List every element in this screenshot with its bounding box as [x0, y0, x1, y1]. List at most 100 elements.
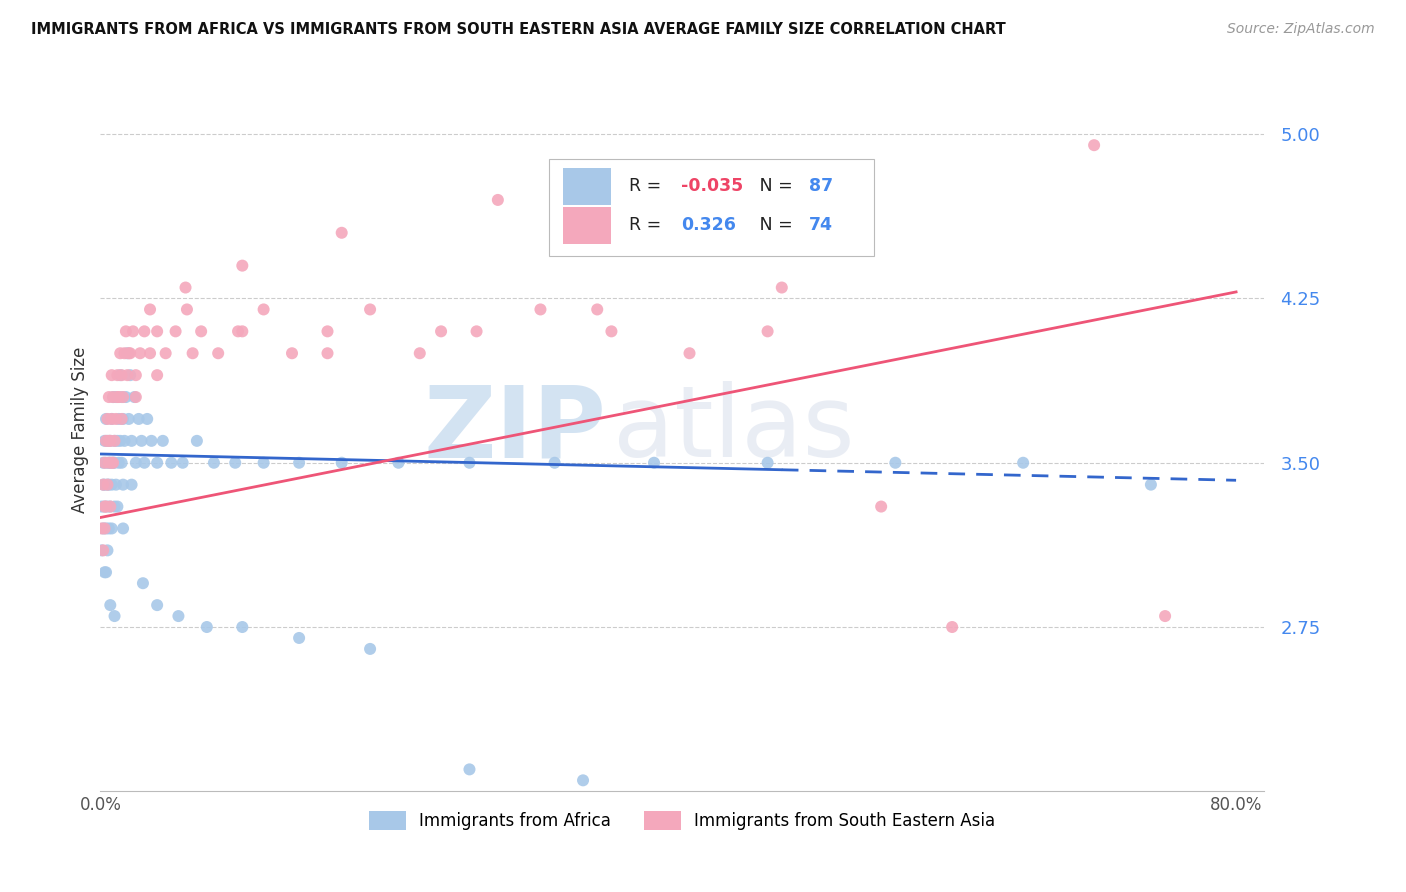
- Point: [1154, 609, 1177, 624]
- Point: [112, 477, 135, 491]
- Point: [226, 324, 249, 338]
- Point: [117, 368, 139, 383]
- Point: [93, 500, 115, 514]
- Point: [316, 324, 339, 338]
- Point: [100, 456, 122, 470]
- Point: [252, 456, 274, 470]
- Point: [98, 500, 121, 514]
- Point: [115, 390, 138, 404]
- Point: [97, 456, 120, 470]
- Point: [90, 500, 112, 514]
- Point: [93, 477, 115, 491]
- Point: [98, 434, 121, 448]
- Point: [110, 434, 132, 448]
- Point: [146, 598, 169, 612]
- Point: [115, 324, 138, 338]
- Point: [202, 456, 225, 470]
- Point: [91, 456, 114, 470]
- Point: [465, 324, 488, 338]
- Point: [600, 324, 623, 338]
- Point: [121, 434, 143, 448]
- Point: [100, 477, 122, 491]
- Point: [93, 456, 115, 470]
- Point: [93, 521, 115, 535]
- Point: [176, 302, 198, 317]
- Point: [543, 456, 565, 470]
- Point: [101, 390, 124, 404]
- Point: [94, 456, 117, 470]
- Point: [134, 324, 156, 338]
- Point: [870, 500, 893, 514]
- Point: [97, 456, 120, 470]
- Point: [172, 456, 194, 470]
- Point: [93, 500, 115, 514]
- Text: atlas: atlas: [613, 382, 855, 478]
- Point: [756, 324, 779, 338]
- Point: [134, 456, 156, 470]
- Point: [1012, 456, 1035, 470]
- Text: ZIP: ZIP: [423, 382, 607, 478]
- Point: [118, 412, 141, 426]
- Point: [90, 543, 112, 558]
- Point: [529, 302, 551, 317]
- Point: [105, 434, 128, 448]
- Point: [586, 302, 609, 317]
- Point: [96, 434, 118, 448]
- Point: [114, 346, 136, 360]
- Point: [125, 368, 148, 383]
- Point: [103, 456, 125, 470]
- Point: [129, 346, 152, 360]
- Text: IMMIGRANTS FROM AFRICA VS IMMIGRANTS FROM SOUTH EASTERN ASIA AVERAGE FAMILY SIZE: IMMIGRANTS FROM AFRICA VS IMMIGRANTS FRO…: [31, 22, 1005, 37]
- Point: [136, 412, 159, 426]
- Point: [104, 477, 127, 491]
- Point: [146, 456, 169, 470]
- Point: [190, 324, 212, 338]
- Point: [207, 346, 229, 360]
- Point: [90, 521, 112, 535]
- Point: [111, 456, 134, 470]
- Point: [1140, 477, 1163, 491]
- Point: [186, 434, 208, 448]
- Point: [139, 346, 162, 360]
- Point: [107, 390, 129, 404]
- Point: [152, 434, 174, 448]
- Point: [122, 324, 145, 338]
- Point: [111, 390, 134, 404]
- Point: [458, 763, 481, 777]
- Point: [98, 598, 121, 612]
- Point: [94, 412, 117, 426]
- Point: [131, 434, 153, 448]
- Point: [330, 456, 353, 470]
- Point: [112, 390, 135, 404]
- Point: [110, 346, 132, 360]
- Point: [288, 631, 311, 645]
- Point: [941, 620, 963, 634]
- Point: [359, 641, 381, 656]
- Point: [112, 412, 135, 426]
- Point: [181, 346, 204, 360]
- Point: [728, 160, 751, 174]
- Point: [103, 434, 125, 448]
- Point: [107, 456, 129, 470]
- Point: [330, 226, 353, 240]
- Point: [97, 390, 120, 404]
- Point: [94, 500, 117, 514]
- Point: [100, 521, 122, 535]
- Point: [146, 368, 169, 383]
- Point: [231, 259, 253, 273]
- Point: [103, 609, 125, 624]
- FancyBboxPatch shape: [562, 168, 612, 205]
- Point: [98, 434, 121, 448]
- Point: [103, 434, 125, 448]
- Point: [409, 346, 432, 360]
- Point: [120, 346, 142, 360]
- Point: [195, 620, 218, 634]
- Point: [91, 543, 114, 558]
- Point: [97, 434, 120, 448]
- Point: [97, 477, 120, 491]
- Point: [1083, 138, 1105, 153]
- Point: [128, 412, 150, 426]
- Point: [104, 390, 127, 404]
- Point: [160, 456, 183, 470]
- Text: N =: N =: [742, 178, 799, 195]
